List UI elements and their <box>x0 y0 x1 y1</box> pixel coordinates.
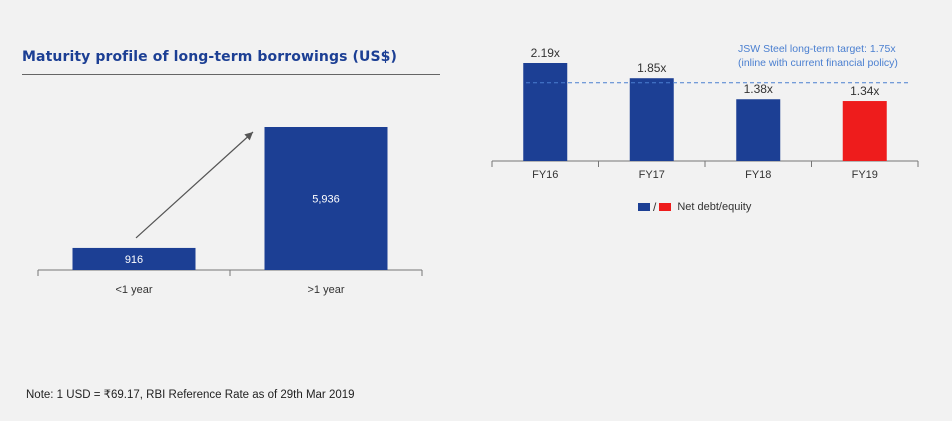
legend-swatch-red <box>659 203 672 211</box>
target-annotation-line2: (inline with current financial policy) <box>738 57 898 69</box>
legend-separator: / <box>653 200 657 214</box>
right-category-label: FY16 <box>532 169 558 181</box>
right-category-label: FY17 <box>639 169 665 181</box>
target-annotation: JSW Steel long-term target: 1.75x (inlin… <box>738 42 898 70</box>
right-bar-value-label: 1.85x <box>637 61 666 75</box>
legend-swatch-blue <box>638 203 650 211</box>
target-annotation-line1: JSW Steel long-term target: 1.75x <box>738 43 896 55</box>
right-bar-value-label: 1.34x <box>850 84 879 98</box>
left-title-divider <box>22 74 440 75</box>
growth-arrow-line <box>135 131 254 239</box>
right-chart-legend: / Net debt/equity <box>638 200 751 214</box>
left-bar-value-label: 5,936 <box>312 194 340 206</box>
right-category-label: FY18 <box>745 169 771 181</box>
right-bar-fy18 <box>736 99 781 161</box>
right-bar-fy19 <box>842 101 887 161</box>
legend-label: Net debt/equity <box>677 201 752 213</box>
left-category-label: >1 year <box>308 284 345 296</box>
left-category-label: <1 year <box>116 284 153 296</box>
left-bar-0 <box>72 247 196 270</box>
left-bar-1 <box>264 127 388 270</box>
left-bar-value-label: 916 <box>125 254 143 266</box>
right-bar-fy17 <box>629 78 674 161</box>
right-bar-fy16 <box>523 63 568 161</box>
right-category-label: FY19 <box>852 169 878 181</box>
left-chart-title: Maturity profile of long-term borrowings… <box>22 49 397 65</box>
growth-arrow-head <box>244 132 253 141</box>
footnote: Note: 1 USD = ₹69.17, RBI Reference Rate… <box>26 389 355 401</box>
right-bar-value-label: 1.38x <box>744 82 773 96</box>
right-bar-value-label: 2.19x <box>531 46 560 60</box>
